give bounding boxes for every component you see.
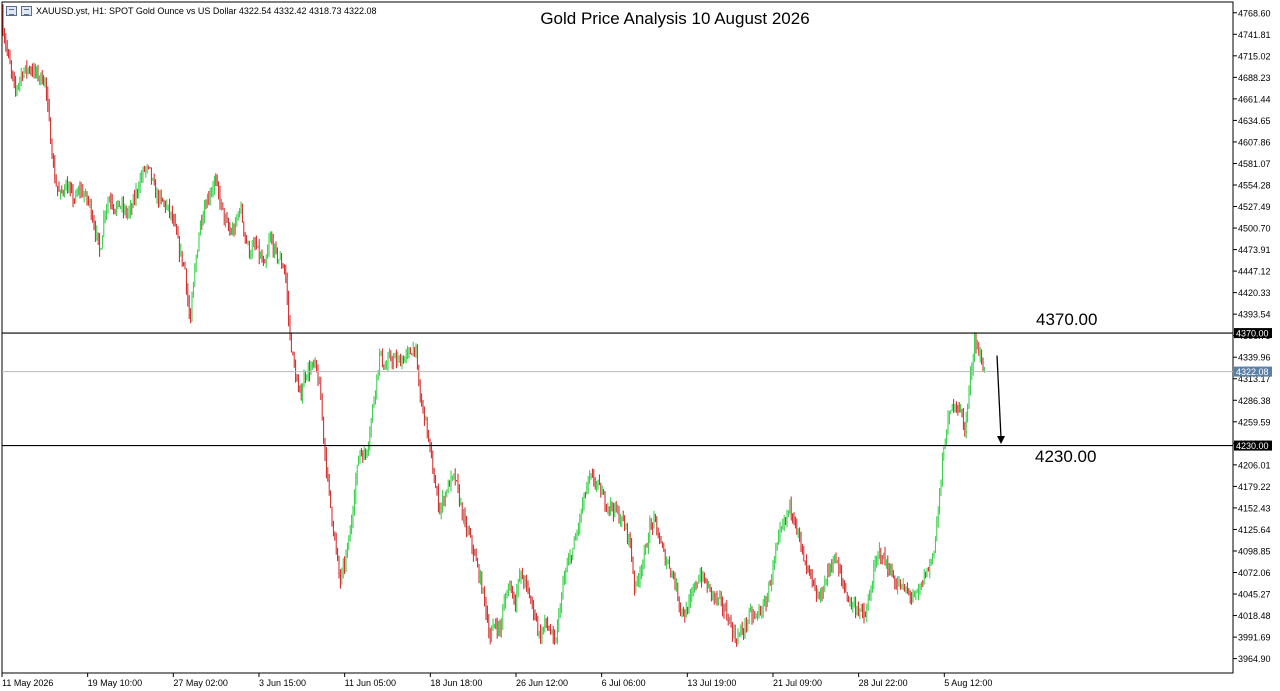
x-tick-label: 21 Jul 09:00 xyxy=(773,678,822,688)
x-tick-label: 27 May 02:00 xyxy=(173,678,228,688)
y-tick-label: 4125.64 xyxy=(1238,525,1271,535)
x-tick-label: 13 Jul 19:00 xyxy=(687,678,736,688)
y-tick-label: 4607.86 xyxy=(1238,137,1271,147)
chart-window-icon[interactable] xyxy=(6,6,17,16)
y-tick-label: 4554.28 xyxy=(1238,180,1271,190)
x-tick-label: 26 Jun 12:00 xyxy=(516,678,568,688)
level-price-tag-label: 4230.00 xyxy=(1236,441,1269,451)
current-price-tag xyxy=(1234,366,1272,377)
level-price-tag xyxy=(1234,328,1272,339)
y-tick-label: 4339.96 xyxy=(1238,353,1271,363)
price-axis: 4768.60 4741.81 4715.02 4688.23 4661.44 4634.… xyxy=(1233,8,1271,664)
y-tick-label: 4661.44 xyxy=(1238,94,1271,104)
symbol-info-text: XAUUSD.yst, H1: SPOT Gold Ounce vs US Do… xyxy=(36,6,377,16)
arrow-shaft xyxy=(996,355,1002,439)
y-tick-label: 4259.59 xyxy=(1238,417,1271,427)
y-tick-label: 4286.38 xyxy=(1238,396,1271,406)
y-tick-label: 3964.90 xyxy=(1238,654,1271,664)
y-tick-label: 4179.22 xyxy=(1238,482,1271,492)
chart-properties-icon[interactable] xyxy=(21,6,32,16)
x-tick-label: 11 Jun 05:00 xyxy=(345,678,396,688)
y-tick-label: 4634.65 xyxy=(1238,116,1271,126)
y-tick-label: 3991.69 xyxy=(1238,633,1271,643)
chart-title: Gold Price Analysis 10 August 2026 xyxy=(540,9,810,28)
y-tick-label: 4715.02 xyxy=(1238,51,1271,61)
price-tags: 4370.00 4230.00 4322.08 xyxy=(1234,328,1272,451)
horizontal-levels xyxy=(2,332,1233,447)
y-tick-label: 4072.06 xyxy=(1238,568,1271,578)
y-tick-label: 4152.43 xyxy=(1238,503,1271,513)
y-tick-label: 4206.01 xyxy=(1238,460,1271,470)
arrow-head xyxy=(997,435,1005,444)
y-tick-label: 4420.33 xyxy=(1238,288,1271,298)
x-tick-label: 18 Jun 18:00 xyxy=(430,678,482,688)
y-tick-label: 4447.12 xyxy=(1238,267,1271,277)
y-tick-label: 4393.54 xyxy=(1238,310,1271,320)
x-tick-label: 6 Jul 06:00 xyxy=(602,678,646,688)
x-tick-label: 5 Aug 12:00 xyxy=(944,678,992,688)
current-price-tag-label: 4322.08 xyxy=(1236,367,1269,377)
level-price-tag xyxy=(1234,440,1272,451)
resistance-level-label: 4370.00 xyxy=(1036,310,1098,329)
y-tick-label: 4581.07 xyxy=(1238,159,1271,169)
y-tick-label: 4688.23 xyxy=(1238,73,1271,83)
support-level-label: 4230.00 xyxy=(1035,447,1097,466)
y-tick-label: 4045.27 xyxy=(1238,590,1271,600)
x-tick-label: 3 Jun 15:00 xyxy=(259,678,306,688)
x-tick-label: 11 May 2026 xyxy=(2,678,53,688)
y-tick-label: 4098.85 xyxy=(1238,546,1271,556)
y-tick-label: 4527.49 xyxy=(1238,202,1271,212)
y-tick-label: 4741.81 xyxy=(1238,30,1271,40)
time-axis: 11 May 2026 19 May 10:00 27 May 02:00 3 Jun… xyxy=(1,673,992,688)
level-price-tag-label: 4370.00 xyxy=(1236,329,1269,339)
projection-arrow xyxy=(996,355,1005,444)
plot-area-border xyxy=(1,1,1234,674)
x-tick-label: 28 Jul 22:00 xyxy=(859,678,908,688)
candle-series xyxy=(2,4,985,647)
symbol-info-bar: XAUUSD.yst, H1: SPOT Gold Ounce vs US Do… xyxy=(6,4,377,18)
y-tick-label: 4500.70 xyxy=(1238,224,1271,234)
x-tick-label: 19 May 10:00 xyxy=(88,678,143,688)
y-tick-label: 4313.17 xyxy=(1238,374,1271,384)
y-tick-label: 4018.48 xyxy=(1238,611,1271,621)
y-tick-label: 4473.91 xyxy=(1238,245,1271,255)
y-tick-label: 4768.60 xyxy=(1238,8,1271,18)
